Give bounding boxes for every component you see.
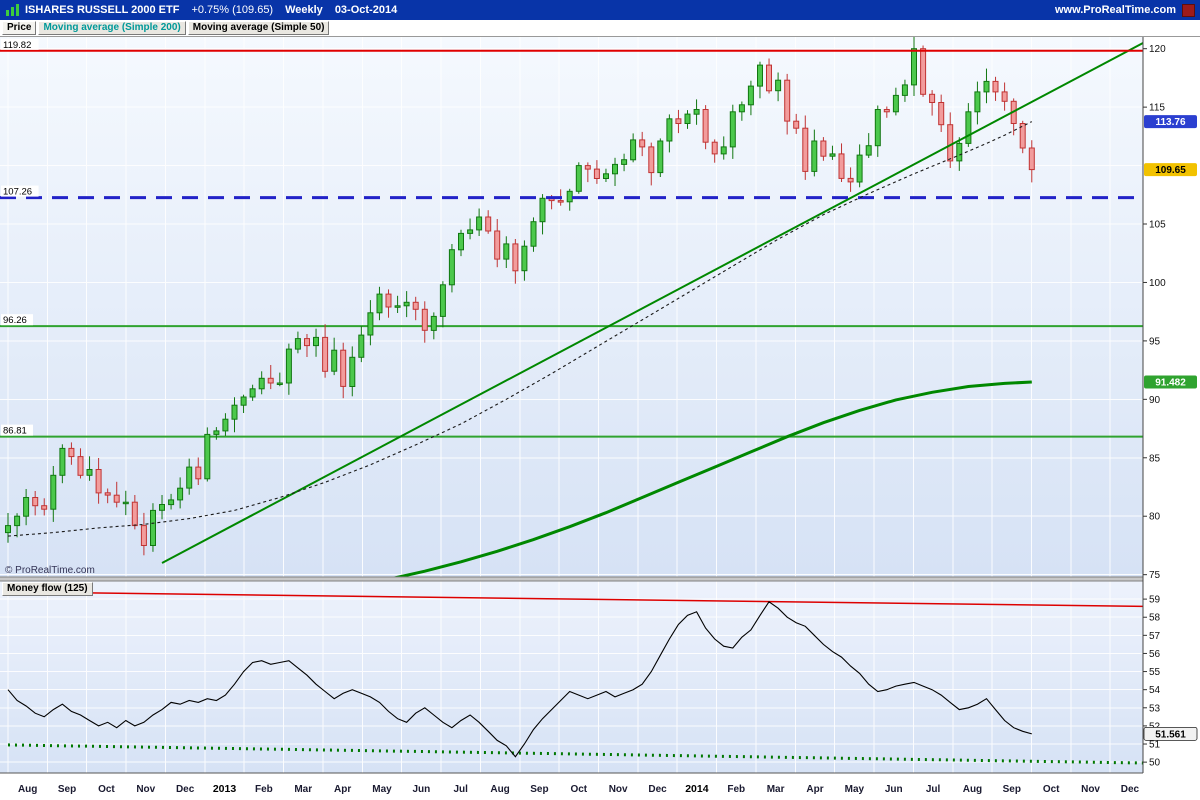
svg-text:120: 120 [1149, 44, 1166, 55]
svg-text:Mar: Mar [767, 784, 785, 795]
copyright-watermark: © ProRealTime.com [5, 565, 95, 576]
svg-text:Sep: Sep [1003, 784, 1021, 795]
svg-text:Feb: Feb [727, 784, 745, 795]
header-corner-icon [1182, 3, 1195, 17]
svg-text:115: 115 [1149, 103, 1165, 114]
trend-line [161, 41, 1143, 564]
sma200-line [391, 380, 1032, 577]
site-url: www.ProRealTime.com [1054, 4, 1176, 16]
legend-bar: Price Moving average (Simple 200) Moving… [0, 20, 1200, 37]
svg-text:Jul: Jul [926, 784, 941, 795]
svg-text:Dec: Dec [1121, 784, 1140, 795]
svg-text:58: 58 [1149, 613, 1161, 624]
svg-text:Aug: Aug [490, 784, 509, 795]
svg-text:Oct: Oct [98, 784, 115, 795]
header-bar: ISHARES RUSSELL 2000 ETF +0.75% (109.65)… [0, 0, 1200, 20]
legend-ma200-chip[interactable]: Moving average (Simple 200) [38, 21, 186, 35]
svg-text:57: 57 [1149, 631, 1161, 642]
svg-text:53: 53 [1149, 703, 1161, 714]
x-axis [0, 777, 1200, 800]
price-badge-price: 109.65 [1144, 163, 1197, 177]
svg-text:Feb: Feb [255, 784, 273, 795]
timeframe-label: Weekly [285, 4, 323, 16]
svg-text:56: 56 [1149, 649, 1161, 660]
chart-canvas[interactable]: 119.82 107.26 96.26 86.81 120 115 105 100 95 90 85… [0, 37, 1200, 800]
svg-text:100: 100 [1149, 278, 1166, 289]
svg-text:107.26: 107.26 [3, 187, 32, 198]
svg-text:86.81: 86.81 [3, 426, 27, 437]
svg-text:May: May [845, 784, 865, 795]
svg-text:Oct: Oct [570, 784, 587, 795]
svg-text:85: 85 [1149, 453, 1161, 464]
svg-text:51: 51 [1149, 740, 1161, 751]
prorealtime-logo-icon [5, 3, 20, 17]
money-flow-layers [7, 591, 1143, 765]
svg-text:Mar: Mar [294, 784, 312, 795]
svg-text:2014: 2014 [685, 783, 709, 795]
svg-text:Dec: Dec [176, 784, 195, 795]
svg-text:113.76: 113.76 [1155, 117, 1185, 128]
svg-text:80: 80 [1149, 512, 1161, 523]
svg-text:52: 52 [1149, 721, 1161, 732]
money-flow-badge: 51.561 [1143, 726, 1198, 741]
instrument-title: ISHARES RUSSELL 2000 ETF [25, 4, 180, 16]
svg-text:119.82: 119.82 [3, 40, 31, 51]
money-flow-lower-dotted-line [7, 743, 1143, 765]
svg-text:Nov: Nov [1081, 784, 1100, 795]
svg-text:Apr: Apr [334, 784, 351, 795]
svg-text:May: May [372, 784, 392, 795]
candles-layer [5, 37, 1035, 556]
svg-text:Nov: Nov [136, 784, 155, 795]
svg-text:91.482: 91.482 [1155, 378, 1186, 389]
x-axis-labels: Aug Sep Oct Nov Dec 2013 Feb Mar Apr May Jun Jul Aug… [18, 783, 1140, 795]
price-change: +0.75% (109.65) [191, 4, 274, 16]
svg-text:Sep: Sep [58, 784, 76, 795]
panel-divider [0, 577, 1200, 581]
svg-text:Jul: Jul [453, 784, 468, 795]
svg-text:59: 59 [1149, 595, 1161, 606]
svg-text:Nov: Nov [609, 784, 628, 795]
svg-text:50: 50 [1149, 758, 1161, 769]
svg-text:90: 90 [1149, 395, 1161, 406]
svg-text:55: 55 [1149, 667, 1161, 678]
y-axis-labels: 120 115 105 100 95 90 85 80 75 59 58 57 56 55 54 53 52 51… [1143, 44, 1166, 769]
svg-text:54: 54 [1149, 685, 1161, 696]
last-date-label: 03-Oct-2014 [334, 4, 398, 16]
legend-ma50-chip[interactable]: Moving average (Simple 50) [187, 21, 330, 35]
money-flow-upper-line [7, 591, 1143, 608]
svg-text:105: 105 [1149, 220, 1166, 231]
price-badge-sma50: 113.76 [1144, 115, 1197, 129]
svg-text:96.26: 96.26 [3, 315, 27, 326]
svg-text:Jun: Jun [412, 784, 430, 795]
svg-text:Jun: Jun [885, 784, 903, 795]
svg-text:Apr: Apr [806, 784, 823, 795]
svg-text:95: 95 [1149, 336, 1161, 347]
sma50-line [7, 121, 1033, 537]
legend-price-chip[interactable]: Price [2, 21, 37, 35]
level-labels: 119.82 107.26 96.26 86.81 [1, 38, 39, 437]
svg-text:Dec: Dec [648, 784, 667, 795]
svg-text:109.65: 109.65 [1155, 165, 1186, 176]
svg-text:Oct: Oct [1043, 784, 1060, 795]
svg-text:Aug: Aug [18, 784, 37, 795]
svg-text:Sep: Sep [530, 784, 548, 795]
svg-text:75: 75 [1149, 570, 1161, 581]
svg-text:Aug: Aug [963, 784, 982, 795]
price-badge-sma200: 91.482 [1144, 375, 1197, 389]
svg-text:2013: 2013 [213, 783, 237, 795]
svg-text:51.561: 51.561 [1155, 729, 1186, 740]
main-panel-layers [0, 37, 1143, 577]
money-flow-label-chip[interactable]: Money flow (125) [2, 582, 93, 596]
money-flow-series [7, 601, 1032, 758]
